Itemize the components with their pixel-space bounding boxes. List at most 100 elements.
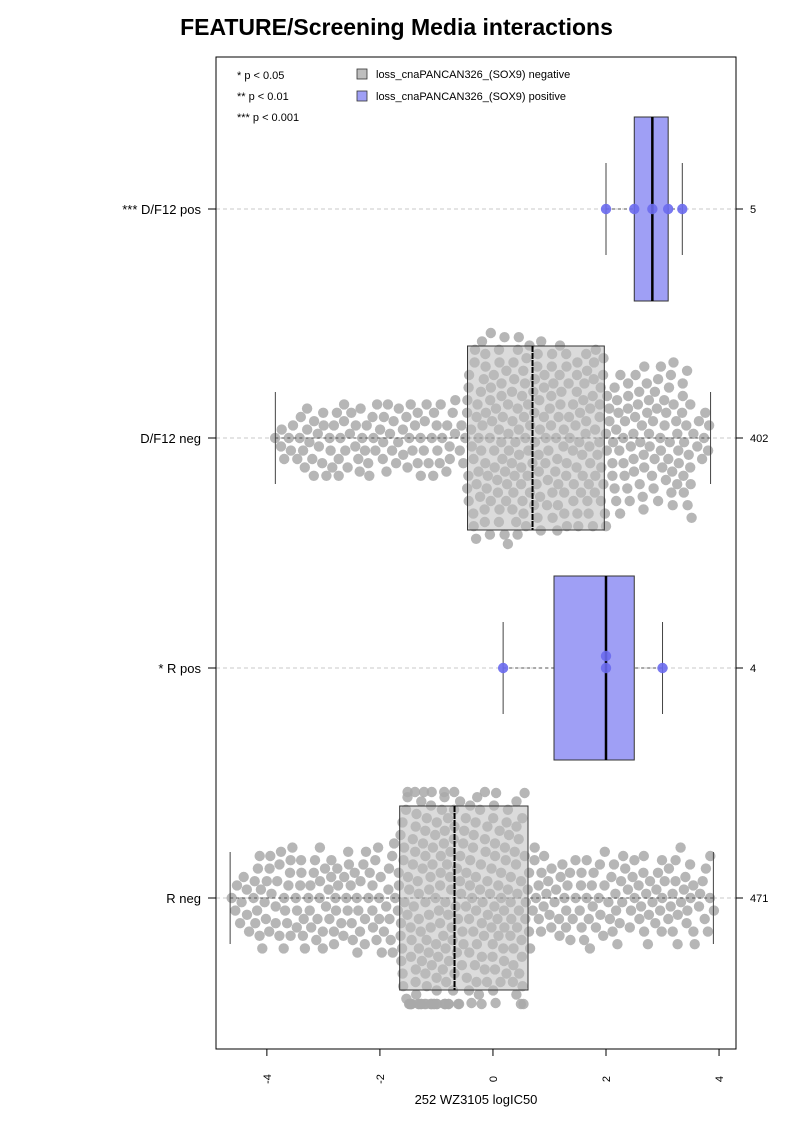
data-point: [309, 855, 321, 866]
data-point: [554, 930, 565, 941]
data-point: [638, 449, 649, 460]
data-point: [428, 470, 439, 481]
box-2: [553, 575, 635, 761]
data-point: [383, 884, 394, 895]
data-point: [649, 453, 660, 465]
data-point: [671, 416, 682, 427]
data-point: [624, 922, 635, 933]
data-point: [325, 445, 336, 456]
data-point: [663, 913, 674, 925]
data-point: [614, 508, 626, 519]
data-point: [574, 905, 585, 916]
data-point: [643, 909, 655, 920]
data-point: [672, 479, 683, 490]
data-point: [702, 445, 714, 456]
data-point: [697, 876, 708, 887]
data-point: [581, 855, 592, 866]
data-point: [278, 892, 290, 904]
data-point: [332, 880, 344, 891]
legend-label: loss_cnaPANCAN326_(SOX9) negative: [376, 69, 570, 81]
data-point: [439, 786, 450, 798]
data-point: [423, 458, 434, 469]
x-tick-label: -2: [375, 1074, 387, 1084]
data-point: [533, 880, 544, 891]
data-point: [675, 897, 687, 908]
data-point: [647, 203, 658, 215]
box-3: [399, 805, 529, 991]
data-point: [667, 500, 678, 511]
data-point: [677, 203, 688, 215]
data-point: [635, 437, 646, 448]
data-point: [615, 876, 627, 887]
data-point: [327, 462, 338, 473]
data-point: [374, 913, 385, 925]
data-point: [390, 458, 402, 469]
data-point: [646, 470, 658, 481]
data-point: [627, 871, 638, 883]
data-point: [544, 909, 555, 920]
data-point: [622, 403, 634, 414]
data-point: [704, 892, 716, 904]
data-point: [381, 901, 392, 912]
data-point: [705, 850, 716, 862]
data-point: [538, 901, 549, 912]
group-count: 402: [750, 433, 768, 445]
data-point: [287, 420, 299, 431]
data-point: [490, 787, 502, 799]
data-point: [603, 897, 614, 908]
data-point: [680, 871, 691, 883]
data-point: [333, 470, 344, 481]
data-point: [677, 390, 688, 402]
data-point: [614, 445, 625, 456]
data-point: [333, 453, 344, 465]
data-point: [518, 998, 529, 1010]
data-point: [347, 934, 358, 946]
data-point: [599, 880, 610, 891]
data-point: [633, 880, 644, 891]
data-point: [312, 913, 323, 925]
data-point: [476, 998, 487, 1010]
data-point: [442, 420, 453, 431]
data-point: [598, 930, 609, 941]
data-point: [328, 926, 340, 937]
data-point: [275, 441, 287, 452]
data-point: [435, 399, 446, 410]
data-point: [444, 453, 455, 465]
data-point: [291, 905, 303, 916]
data-point: [648, 483, 659, 494]
data-point: [664, 437, 675, 448]
data-point: [667, 466, 678, 477]
data-point: [326, 871, 337, 883]
data-point: [641, 378, 652, 389]
data-point: [660, 474, 672, 486]
data-point: [295, 855, 307, 866]
data-point: [607, 470, 618, 481]
data-point: [291, 922, 302, 933]
data-point: [409, 420, 421, 431]
data-point: [642, 407, 653, 418]
data-point: [250, 918, 261, 929]
data-point: [393, 437, 404, 448]
data-point: [278, 943, 289, 954]
data-point: [264, 926, 275, 937]
data-point: [249, 876, 260, 887]
data-point: [304, 437, 315, 448]
data-point: [338, 930, 349, 941]
x-tick-label: 2: [601, 1076, 613, 1082]
data-point: [383, 863, 395, 874]
data-point: [657, 662, 668, 674]
data-point: [636, 420, 648, 431]
data-point: [252, 863, 264, 874]
data-point: [265, 850, 276, 862]
data-point: [231, 880, 243, 891]
data-point: [675, 842, 686, 853]
data-point: [485, 327, 496, 339]
data-point: [561, 905, 572, 916]
data-point: [595, 909, 606, 920]
data-point: [332, 863, 343, 874]
data-point: [512, 529, 523, 540]
data-point: [314, 876, 326, 887]
data-point: [344, 428, 356, 439]
data-point: [567, 913, 578, 925]
data-point: [612, 939, 623, 950]
